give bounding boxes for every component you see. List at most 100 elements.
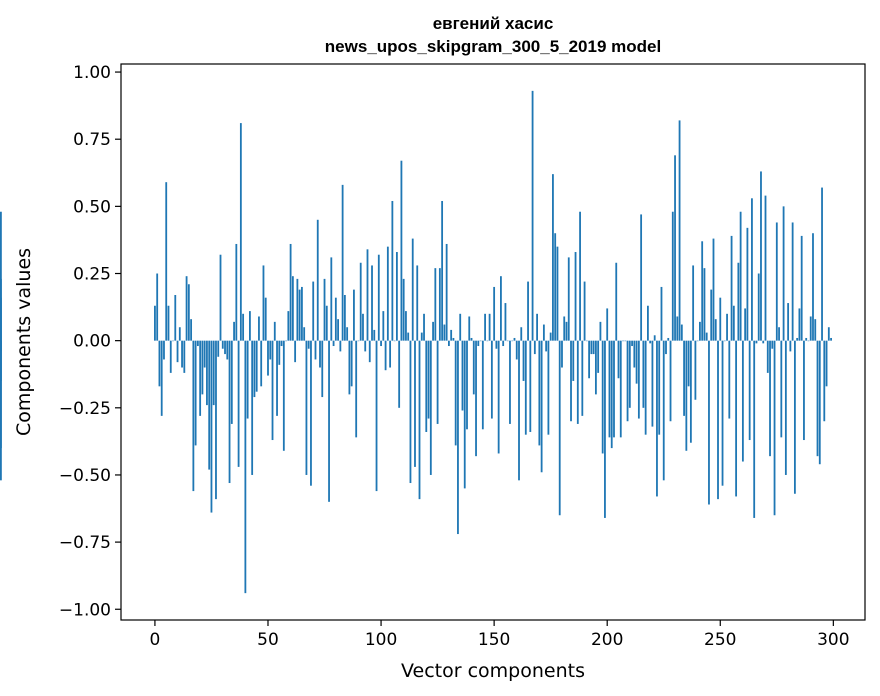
- bar-component-69: [310, 340, 312, 486]
- bar-component-20: [199, 340, 202, 416]
- bar-component-298: [827, 327, 830, 341]
- bar-component-296: [823, 340, 826, 422]
- y-tick-label: −0.75: [59, 533, 111, 553]
- bar-component-35: [233, 321, 235, 341]
- bar-component-251: [721, 340, 724, 486]
- bar-component-266: [755, 340, 758, 344]
- bar-component-280: [787, 303, 790, 341]
- bar-component-219: [649, 340, 652, 344]
- bar-component-233: [680, 324, 683, 341]
- bar-component-228: [669, 340, 672, 422]
- bar-component-17: [192, 340, 195, 492]
- bar-component-208: [624, 340, 627, 342]
- bar-component-203: [613, 340, 615, 438]
- bar-component-215: [640, 214, 643, 341]
- bar-component-190: [583, 281, 586, 341]
- bar-component-125: [436, 340, 439, 424]
- bar-component-236: [687, 340, 690, 387]
- x-tick-label: 250: [704, 630, 736, 650]
- bar-component-166: [529, 340, 532, 432]
- bar-component-57: [282, 340, 285, 451]
- bar-component-293: [816, 340, 819, 457]
- chart-title: евгений хасис: [433, 14, 554, 33]
- bar-component-29: [219, 254, 222, 341]
- bar-component-193: [590, 340, 593, 355]
- bar-component-225: [662, 340, 665, 481]
- bars-group: [0, 90, 832, 594]
- bar-component-154: [502, 340, 505, 347]
- bar-component-101: [382, 311, 385, 341]
- bar-component-9: [174, 295, 177, 341]
- bar-component-undefined: [0, 340, 2, 449]
- bar-component-63: [296, 278, 299, 341]
- bar-component-158: [511, 340, 514, 342]
- bar-component-281: [789, 340, 792, 352]
- bar-component-253: [726, 313, 728, 341]
- bar-component-206: [619, 340, 622, 438]
- bar-component-88: [353, 289, 355, 341]
- x-tick-label: 300: [817, 630, 849, 650]
- bar-component-42: [249, 311, 251, 341]
- bar-component-115: [414, 340, 416, 467]
- bar-component-216: [642, 340, 645, 408]
- bar-component-1: [156, 273, 159, 341]
- bar-component-102: [384, 340, 387, 371]
- bar-component-131: [450, 329, 453, 341]
- bar-component-196: [597, 340, 600, 373]
- bar-component-19: [196, 340, 199, 347]
- bar-component-198: [601, 340, 604, 454]
- bar-component-71: [314, 340, 317, 360]
- bar-component-226: [665, 340, 667, 355]
- bar-component-10: [176, 340, 179, 363]
- bar-component-52: [271, 340, 274, 441]
- x-tick-label: 200: [591, 630, 623, 650]
- bar-component-78: [330, 257, 333, 341]
- bar-component-140: [470, 337, 473, 341]
- bar-component-137: [463, 340, 466, 489]
- bar-component-73: [319, 340, 321, 368]
- bar-component-85: [346, 327, 349, 341]
- y-tick-label: 0.00: [73, 332, 111, 352]
- bar-component-274: [773, 340, 776, 516]
- bar-component-127: [441, 200, 444, 341]
- bar-component-104: [389, 340, 392, 368]
- bar-component-33: [228, 340, 231, 484]
- bar-component-211: [631, 340, 633, 347]
- bar-component-149: [490, 340, 493, 419]
- bar-component-161: [518, 340, 520, 481]
- bar-component-200: [606, 308, 609, 341]
- bar-component-214: [637, 340, 640, 419]
- bar-component-21: [201, 340, 204, 395]
- y-tick-label: −0.50: [59, 466, 111, 486]
- bar-component-37: [237, 340, 240, 467]
- bar-component-235: [685, 340, 688, 451]
- bar-component-15: [187, 284, 190, 341]
- bar-component-41: [246, 340, 249, 419]
- bar-component-61: [291, 276, 294, 341]
- bar-component-36: [235, 243, 238, 341]
- x-axis-ticks: 0 50 100 150 200 250 300: [150, 620, 850, 650]
- bar-component-99: [377, 254, 380, 341]
- bar-component-222: [656, 340, 658, 497]
- bar-component-178: [556, 246, 559, 341]
- x-tick-label: 50: [257, 630, 279, 650]
- bar-component-150: [493, 286, 496, 341]
- bar-component-0: [154, 305, 156, 341]
- bar-component-48: [262, 265, 265, 341]
- bar-component-229: [671, 211, 674, 341]
- bar-component-95: [368, 340, 371, 363]
- bar-component-96: [371, 265, 373, 341]
- bar-component-26: [212, 340, 215, 406]
- bar-component-24: [208, 340, 211, 470]
- bar-component-83: [341, 184, 344, 341]
- bar-component-68: [307, 340, 310, 349]
- bar-component-224: [660, 286, 663, 341]
- bar-component-28: [217, 340, 220, 357]
- bar-component-114: [411, 238, 414, 341]
- bar-component-84: [343, 295, 346, 341]
- y-tick-label: 0.75: [73, 130, 111, 150]
- bar-component-278: [782, 206, 785, 341]
- bar-component-260: [741, 340, 744, 462]
- chart-subtitle: news_upos_skipgram_300_5_2019 model: [325, 37, 661, 56]
- bar-component-242: [701, 241, 704, 341]
